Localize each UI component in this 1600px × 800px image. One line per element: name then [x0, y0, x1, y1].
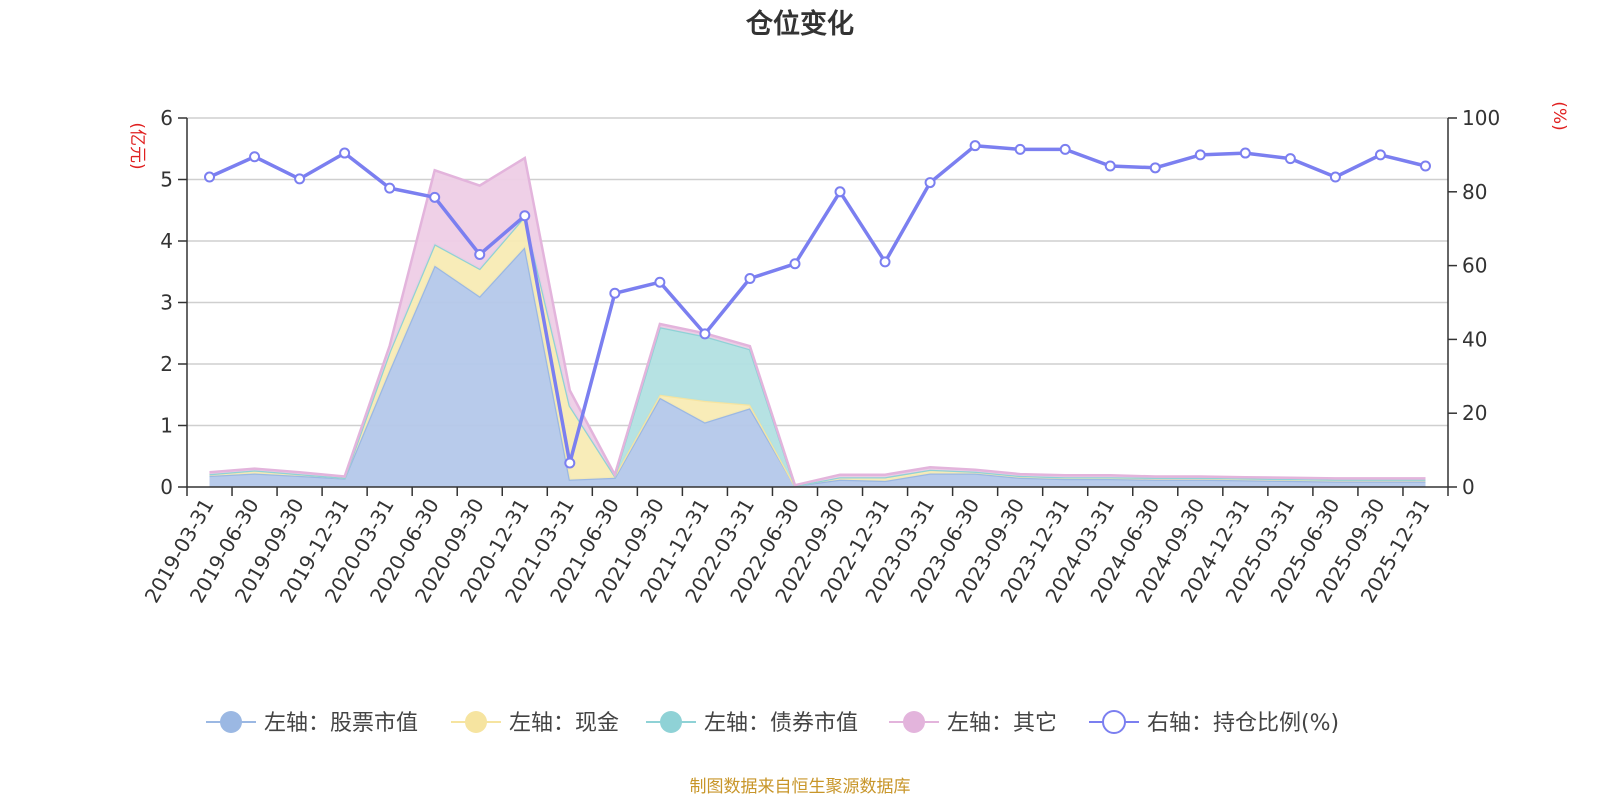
ratio-point	[1374, 149, 1386, 161]
left-tick-label: 3	[160, 291, 173, 315]
ratio-point	[879, 256, 891, 268]
right-tick-label: 80	[1462, 180, 1487, 204]
ratio-point	[1419, 160, 1431, 172]
ratio-point	[564, 457, 576, 469]
ratio-point	[1239, 147, 1251, 159]
ratio-point	[294, 173, 306, 185]
axes: 01234560204060801002019-03-312019-06-302…	[140, 106, 1500, 607]
ratio-line-path	[208, 143, 1426, 465]
legend-label: 右轴：持仓比例(%)	[1147, 711, 1339, 736]
legend-item: 左轴：股票市值	[206, 711, 418, 736]
legend-item: 右轴：持仓比例(%)	[1089, 710, 1339, 736]
legend-filled-circle-icon	[220, 711, 242, 733]
legend-hollow-circle-icon	[1102, 710, 1126, 734]
right-tick-label: 20	[1462, 401, 1487, 425]
right-tick-label: 0	[1462, 475, 1475, 499]
right-axis-unit: (%)	[1549, 101, 1569, 130]
ratio-point	[1329, 171, 1341, 183]
left-axis-unit: (亿元)	[127, 122, 147, 169]
ratio-point	[924, 177, 936, 189]
legend-item: 左轴：债券市值	[646, 711, 858, 736]
left-tick-label: 0	[160, 475, 173, 499]
left-tick-label: 6	[160, 106, 173, 130]
ratio-point	[1014, 143, 1026, 155]
grid-lines	[187, 117, 1448, 427]
legend-filled-circle-icon	[465, 711, 487, 733]
ratio-line	[204, 140, 1431, 469]
ratio-point	[249, 151, 261, 163]
left-tick-label: 2	[160, 352, 173, 376]
ratio-point	[834, 186, 846, 198]
ratio-point	[1059, 143, 1071, 155]
legend-item: 左轴：现金	[451, 711, 619, 736]
legend-label: 左轴：股票市值	[264, 711, 418, 736]
ratio-point	[1194, 149, 1206, 161]
legend-label: 左轴：债券市值	[704, 711, 858, 736]
right-tick-label: 60	[1462, 254, 1487, 278]
legend: 左轴：股票市值 左轴：现金 左轴：债券市值 左轴：其它 右轴：持仓比例(%)	[206, 710, 1339, 736]
ratio-point	[1104, 160, 1116, 172]
ratio-point	[384, 182, 396, 194]
legend-item: 左轴：其它	[889, 711, 1057, 736]
ratio-point	[609, 287, 621, 299]
ratio-point	[699, 328, 711, 340]
ratio-point	[1284, 153, 1296, 165]
ratio-point	[204, 171, 216, 183]
legend-label: 左轴：现金	[509, 711, 619, 736]
ratio-point	[744, 273, 756, 285]
ratio-point	[789, 258, 801, 270]
source-note: 制图数据来自恒生聚源数据库	[690, 777, 911, 797]
left-tick-label: 1	[160, 414, 173, 438]
area-左轴：股票市值	[209, 247, 1426, 487]
legend-filled-circle-icon	[660, 711, 682, 733]
ratio-point	[339, 147, 351, 159]
ratio-point	[519, 210, 531, 222]
right-tick-label: 100	[1462, 106, 1500, 130]
area-edge-左轴：其它	[209, 155, 1426, 487]
left-tick-label: 4	[160, 229, 173, 253]
ratio-point	[1149, 162, 1161, 174]
ratio-point	[474, 249, 486, 261]
legend-filled-circle-icon	[903, 711, 925, 733]
ratio-point	[969, 140, 981, 152]
chart-title: 仓位变化	[745, 8, 854, 40]
stacked-areas	[209, 155, 1426, 488]
right-tick-label: 40	[1462, 327, 1487, 351]
ratio-point	[654, 276, 666, 288]
ratio-point	[429, 191, 441, 203]
legend-label: 左轴：其它	[947, 711, 1057, 736]
left-tick-label: 5	[160, 168, 173, 192]
